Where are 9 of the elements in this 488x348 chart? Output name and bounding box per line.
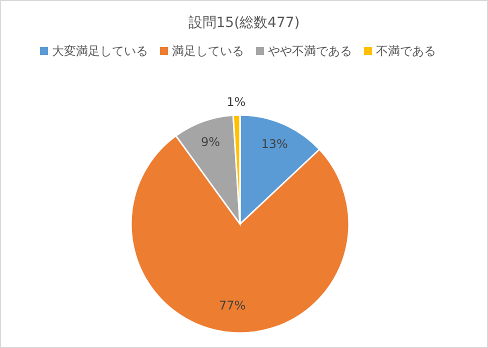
- data-label: 1%: [226, 94, 246, 109]
- legend-label: 満足している: [172, 44, 244, 58]
- legend-label: 不満である: [376, 44, 436, 58]
- legend-label: やや不満である: [268, 44, 352, 58]
- data-label: 9%: [200, 134, 220, 149]
- legend-label: 大変満足している: [52, 44, 148, 58]
- data-label: 77%: [218, 298, 246, 312]
- data-label: 13%: [261, 136, 288, 151]
- chart-title: 設問15(総数477): [188, 15, 300, 31]
